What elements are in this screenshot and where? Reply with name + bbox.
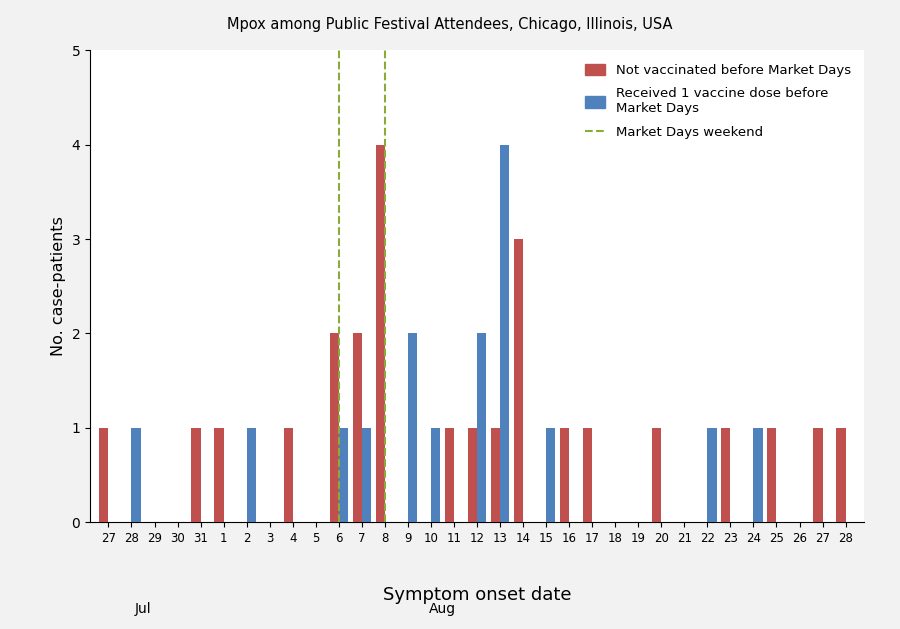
Text: Mpox among Public Festival Attendees, Chicago, Illinois, USA: Mpox among Public Festival Attendees, Ch… bbox=[227, 17, 673, 31]
Bar bbox=[768, 428, 777, 522]
X-axis label: Symptom onset date: Symptom onset date bbox=[382, 586, 572, 604]
Bar bbox=[836, 428, 846, 522]
Bar bbox=[329, 333, 338, 522]
Bar bbox=[338, 428, 348, 522]
Text: Aug: Aug bbox=[429, 603, 456, 616]
Bar bbox=[375, 145, 385, 522]
Bar bbox=[468, 428, 477, 522]
Bar bbox=[477, 333, 486, 522]
Bar bbox=[814, 428, 823, 522]
Bar bbox=[500, 145, 509, 522]
Legend: Not vaccinated before Market Days, Received 1 vaccine dose before
Market Days, M: Not vaccinated before Market Days, Recei… bbox=[579, 57, 858, 146]
Bar bbox=[131, 428, 140, 522]
Text: Jul: Jul bbox=[135, 603, 151, 616]
Bar bbox=[408, 333, 417, 522]
Bar bbox=[652, 428, 662, 522]
Bar bbox=[560, 428, 569, 522]
Y-axis label: No. case-patients: No. case-patients bbox=[50, 216, 66, 356]
Bar bbox=[247, 428, 256, 522]
Bar bbox=[514, 239, 523, 522]
Bar bbox=[99, 428, 108, 522]
Bar bbox=[353, 333, 362, 522]
Bar bbox=[491, 428, 500, 522]
Bar bbox=[362, 428, 371, 522]
Bar bbox=[431, 428, 440, 522]
Bar bbox=[192, 428, 201, 522]
Bar bbox=[753, 428, 762, 522]
Bar bbox=[707, 428, 716, 522]
Bar bbox=[214, 428, 223, 522]
Bar bbox=[721, 428, 731, 522]
Bar bbox=[583, 428, 592, 522]
Bar bbox=[284, 428, 292, 522]
Bar bbox=[546, 428, 555, 522]
Bar bbox=[445, 428, 454, 522]
